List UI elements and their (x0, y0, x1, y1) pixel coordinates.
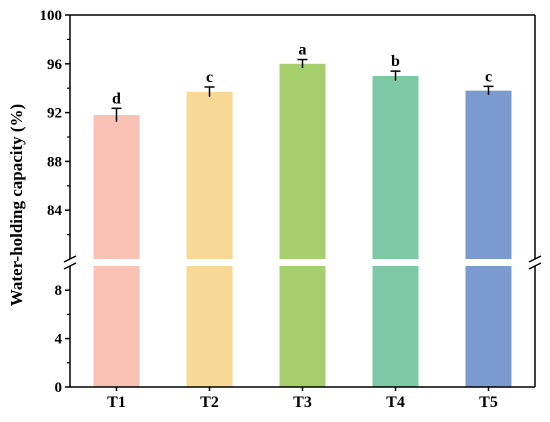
bar-T4-lower (372, 266, 419, 387)
x-tick-label-T1: T1 (107, 394, 126, 411)
bar-T2-lower (186, 266, 233, 387)
y-axis-title: Water-holding capacity (%) (7, 104, 26, 306)
y-tick-label-88: 88 (47, 154, 62, 170)
bar-T4-upper (372, 76, 419, 259)
bar-T3-upper (279, 63, 326, 259)
y-tick-label-92: 92 (47, 106, 62, 122)
bar-T2-upper (186, 91, 233, 259)
axis-break-mark-left-2 (63, 262, 77, 270)
significance-label-T2: c (206, 69, 213, 86)
significance-label-T3: a (299, 42, 307, 59)
axis-break-mark-left-1 (63, 255, 77, 263)
axis-break-mark-right-1 (528, 255, 542, 263)
bar-T5-lower (465, 266, 512, 387)
significance-label-T1: d (112, 90, 121, 107)
y-tick-label-96: 96 (47, 57, 63, 73)
y-tick-label-0: 0 (55, 380, 63, 396)
axis-break-mark-right-2 (528, 262, 542, 270)
y-tick-label-100: 100 (40, 8, 63, 24)
significance-label-T5: c (485, 68, 492, 85)
y-tick-label-84: 84 (47, 203, 63, 219)
bar-T1-lower (93, 266, 140, 387)
y-tick-label-8: 8 (55, 283, 63, 299)
x-tick-label-T2: T2 (200, 394, 219, 411)
significance-label-T4: b (391, 53, 400, 70)
y-tick-label-4: 4 (55, 332, 63, 348)
axis-break-gap (64, 259, 541, 266)
x-tick-label-T5: T5 (479, 394, 498, 411)
x-tick-label-T4: T4 (386, 394, 405, 411)
x-tick-label-T3: T3 (293, 394, 312, 411)
plot-area: d T1 c T2 a T3 b T4 c T5 84 88 92 96 100 0 4 8 (40, 8, 542, 411)
bar-T1-upper (93, 115, 140, 259)
bar-T5-upper (465, 90, 512, 259)
bar-T3-lower (279, 266, 326, 387)
